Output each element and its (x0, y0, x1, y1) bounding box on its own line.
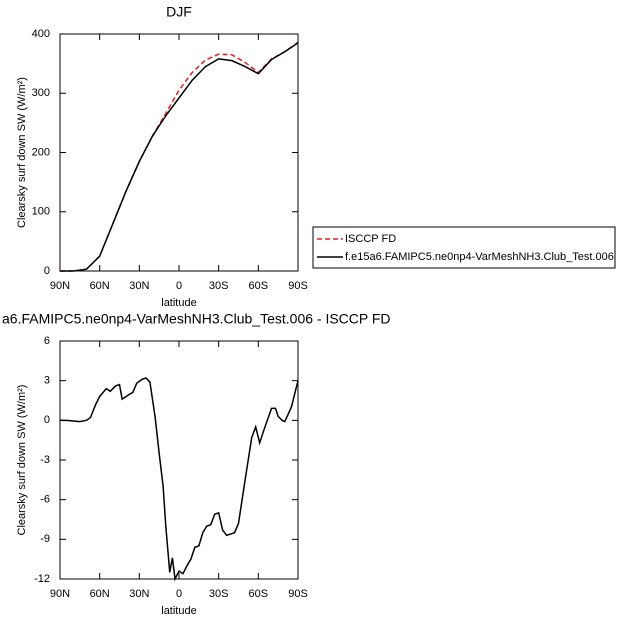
y-tick-label: 3 (44, 375, 50, 387)
y-tick-label: -6 (40, 494, 50, 506)
y-tick-label: 200 (32, 146, 50, 158)
y-tick-label: -12 (34, 573, 50, 585)
y-tick-label: 300 (32, 87, 50, 99)
x-tick-label: 30S (209, 588, 229, 600)
x-tick-label: 30S (209, 280, 229, 292)
x-tick-label: 90S (288, 588, 308, 600)
x-tick-label: 60N (90, 588, 110, 600)
y-tick-label: 100 (32, 206, 50, 218)
x-tick-label: 60N (90, 280, 110, 292)
x-tick-label: 90N (50, 280, 70, 292)
x-tick-label: 30N (129, 588, 149, 600)
y-tick-label: -9 (40, 533, 50, 545)
x-tick-label: 0 (176, 588, 182, 600)
plot-frame (59, 340, 299, 580)
y-tick-label: 0 (44, 265, 50, 277)
y-axis-label: Clearsky surf down SW (W/m²) (16, 385, 28, 536)
x-tick-label: 90S (288, 280, 308, 292)
plot-frame (59, 33, 299, 272)
legend-label: ISCCP FD (345, 233, 396, 245)
x-tick-label: 60S (249, 588, 269, 600)
x-tick-label: 30N (129, 280, 149, 292)
y-tick-label: 0 (44, 414, 50, 426)
x-axis-label: latitude (161, 605, 196, 617)
x-tick-label: 90N (50, 588, 70, 600)
data-line (60, 42, 299, 272)
legend-label: f.e15a6.FAMIPC5.ne0np4-VarMeshNH3.Club_T… (345, 251, 614, 263)
y-tick-label: 6 (44, 335, 50, 347)
legend-box (312, 226, 616, 269)
chart-title: a6.FAMIPC5.ne0np4-VarMeshNH3.Club_Test.0… (2, 311, 391, 327)
x-axis-label: latitude (161, 297, 196, 309)
x-tick-label: 60S (249, 280, 269, 292)
data-line (60, 41, 299, 272)
chart-title: DJF (166, 4, 192, 20)
x-tick-label: 0 (176, 280, 182, 292)
y-tick-label: 400 (32, 28, 50, 40)
y-tick-label: -3 (40, 454, 50, 466)
y-axis-label: Clearsky surf down SW (W/m²) (16, 77, 28, 228)
data-line (60, 377, 299, 582)
